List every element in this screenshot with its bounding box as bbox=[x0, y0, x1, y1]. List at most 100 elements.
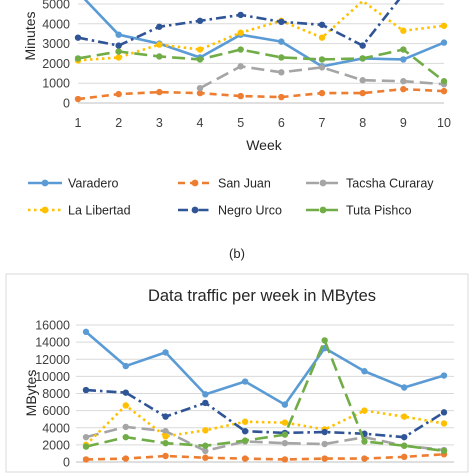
data-point bbox=[196, 84, 204, 92]
series-lines bbox=[82, 328, 448, 463]
y-tick-label: 16000 bbox=[35, 319, 70, 333]
data-point bbox=[401, 413, 408, 420]
data-point bbox=[281, 419, 289, 426]
data-point bbox=[440, 409, 448, 416]
data-point bbox=[156, 23, 163, 30]
x-tick-label: 3 bbox=[156, 116, 163, 130]
data-point bbox=[156, 88, 163, 96]
data-point bbox=[115, 48, 122, 55]
legend-label: Negro Urco bbox=[218, 204, 282, 218]
y-tick-labels: 0 1000 2000 3000 4000 5000 bbox=[42, 0, 70, 111]
data-point bbox=[359, 89, 366, 97]
y-axis-title: Minutes bbox=[22, 11, 38, 60]
data-point bbox=[156, 41, 163, 48]
data-point bbox=[440, 447, 448, 455]
data-point bbox=[400, 46, 407, 53]
x-tick-label: 10 bbox=[437, 116, 451, 130]
data-point bbox=[440, 39, 448, 46]
data-point bbox=[241, 455, 249, 462]
data-point bbox=[122, 389, 129, 396]
series-san-juan bbox=[74, 85, 448, 103]
data-point bbox=[241, 378, 249, 385]
y-tick-label: 6000 bbox=[42, 404, 70, 418]
series-line bbox=[77, 0, 445, 62]
data-point bbox=[241, 418, 249, 425]
series-line bbox=[85, 425, 445, 453]
y-tick-label: 0 bbox=[63, 456, 70, 470]
data-point bbox=[401, 433, 408, 441]
data-point bbox=[202, 454, 209, 461]
data-point bbox=[196, 56, 204, 63]
data-point bbox=[162, 349, 169, 356]
data-point bbox=[82, 443, 90, 450]
data-point bbox=[440, 87, 448, 95]
y-tick-label: 1000 bbox=[42, 77, 70, 91]
data-point bbox=[318, 21, 326, 28]
data-traffic-chart: Data traffic per week in MBytes 0 2000 400… bbox=[23, 287, 454, 470]
data-point bbox=[321, 440, 328, 448]
series-line bbox=[77, 48, 445, 83]
legend-item-san-juan: San Juan bbox=[178, 177, 271, 191]
series-san-juan bbox=[82, 451, 448, 463]
data-point bbox=[361, 368, 368, 375]
legend-marker bbox=[319, 206, 327, 214]
data-point bbox=[237, 63, 244, 70]
y-tick-label: 0 bbox=[63, 97, 70, 111]
y-tick-label: 4000 bbox=[42, 421, 70, 435]
chart-frame bbox=[5, 273, 469, 473]
legend-marker bbox=[41, 206, 49, 214]
y-tick-label: 2000 bbox=[42, 57, 70, 71]
data-point bbox=[82, 386, 90, 394]
data-point bbox=[162, 433, 169, 440]
x-tick-label: 5 bbox=[237, 116, 244, 130]
data-point bbox=[281, 431, 289, 438]
legend-item-tacsha-curaray: Tacsha Curaray bbox=[306, 177, 434, 191]
data-point bbox=[281, 401, 289, 408]
legend-label: La Libertad bbox=[68, 204, 131, 218]
data-point bbox=[361, 407, 368, 414]
data-point bbox=[401, 453, 408, 461]
data-point bbox=[318, 89, 326, 97]
data-point bbox=[162, 413, 169, 420]
data-point bbox=[162, 427, 169, 435]
legend-marker bbox=[319, 179, 327, 187]
x-tick-label: 7 bbox=[319, 116, 326, 130]
series-line bbox=[85, 388, 445, 439]
legend-item-negro-urco: Negro Urco bbox=[178, 204, 282, 218]
data-point bbox=[440, 420, 448, 427]
x-tick-label: 8 bbox=[359, 116, 366, 130]
data-point bbox=[440, 78, 448, 85]
data-point bbox=[82, 433, 90, 441]
data-point bbox=[115, 54, 122, 61]
data-point bbox=[122, 423, 129, 431]
x-tick-labels: 1 2 3 4 5 6 7 8 9 10 bbox=[75, 116, 451, 130]
x-tick-label: 2 bbox=[115, 116, 122, 130]
data-point bbox=[237, 92, 244, 100]
series-line bbox=[83, 0, 445, 68]
gridlines bbox=[76, 324, 454, 463]
series-tacsha-curaray bbox=[196, 63, 448, 92]
data-point bbox=[400, 78, 407, 85]
chart-title: Data traffic per week in MBytes bbox=[148, 287, 376, 305]
series-line bbox=[85, 339, 445, 453]
data-point bbox=[359, 77, 366, 84]
gridlines bbox=[78, 3, 444, 104]
y-tick-label: 3000 bbox=[42, 37, 70, 51]
data-point bbox=[82, 328, 90, 336]
legend-item-tuta-pishco: Tuta Pishco bbox=[306, 204, 412, 218]
data-point bbox=[156, 53, 163, 60]
data-point bbox=[202, 427, 209, 434]
data-point bbox=[202, 447, 209, 455]
data-point bbox=[359, 42, 366, 49]
legend-label: Varadero bbox=[68, 177, 119, 191]
series-lines bbox=[74, 0, 448, 103]
data-point bbox=[115, 90, 122, 98]
y-axis-title: MBytes bbox=[23, 370, 39, 417]
data-point bbox=[115, 31, 122, 38]
data-point bbox=[400, 85, 407, 93]
data-point bbox=[241, 437, 249, 444]
data-point bbox=[401, 384, 408, 391]
legend-label: Tacsha Curaray bbox=[346, 177, 434, 191]
data-point bbox=[278, 18, 285, 26]
